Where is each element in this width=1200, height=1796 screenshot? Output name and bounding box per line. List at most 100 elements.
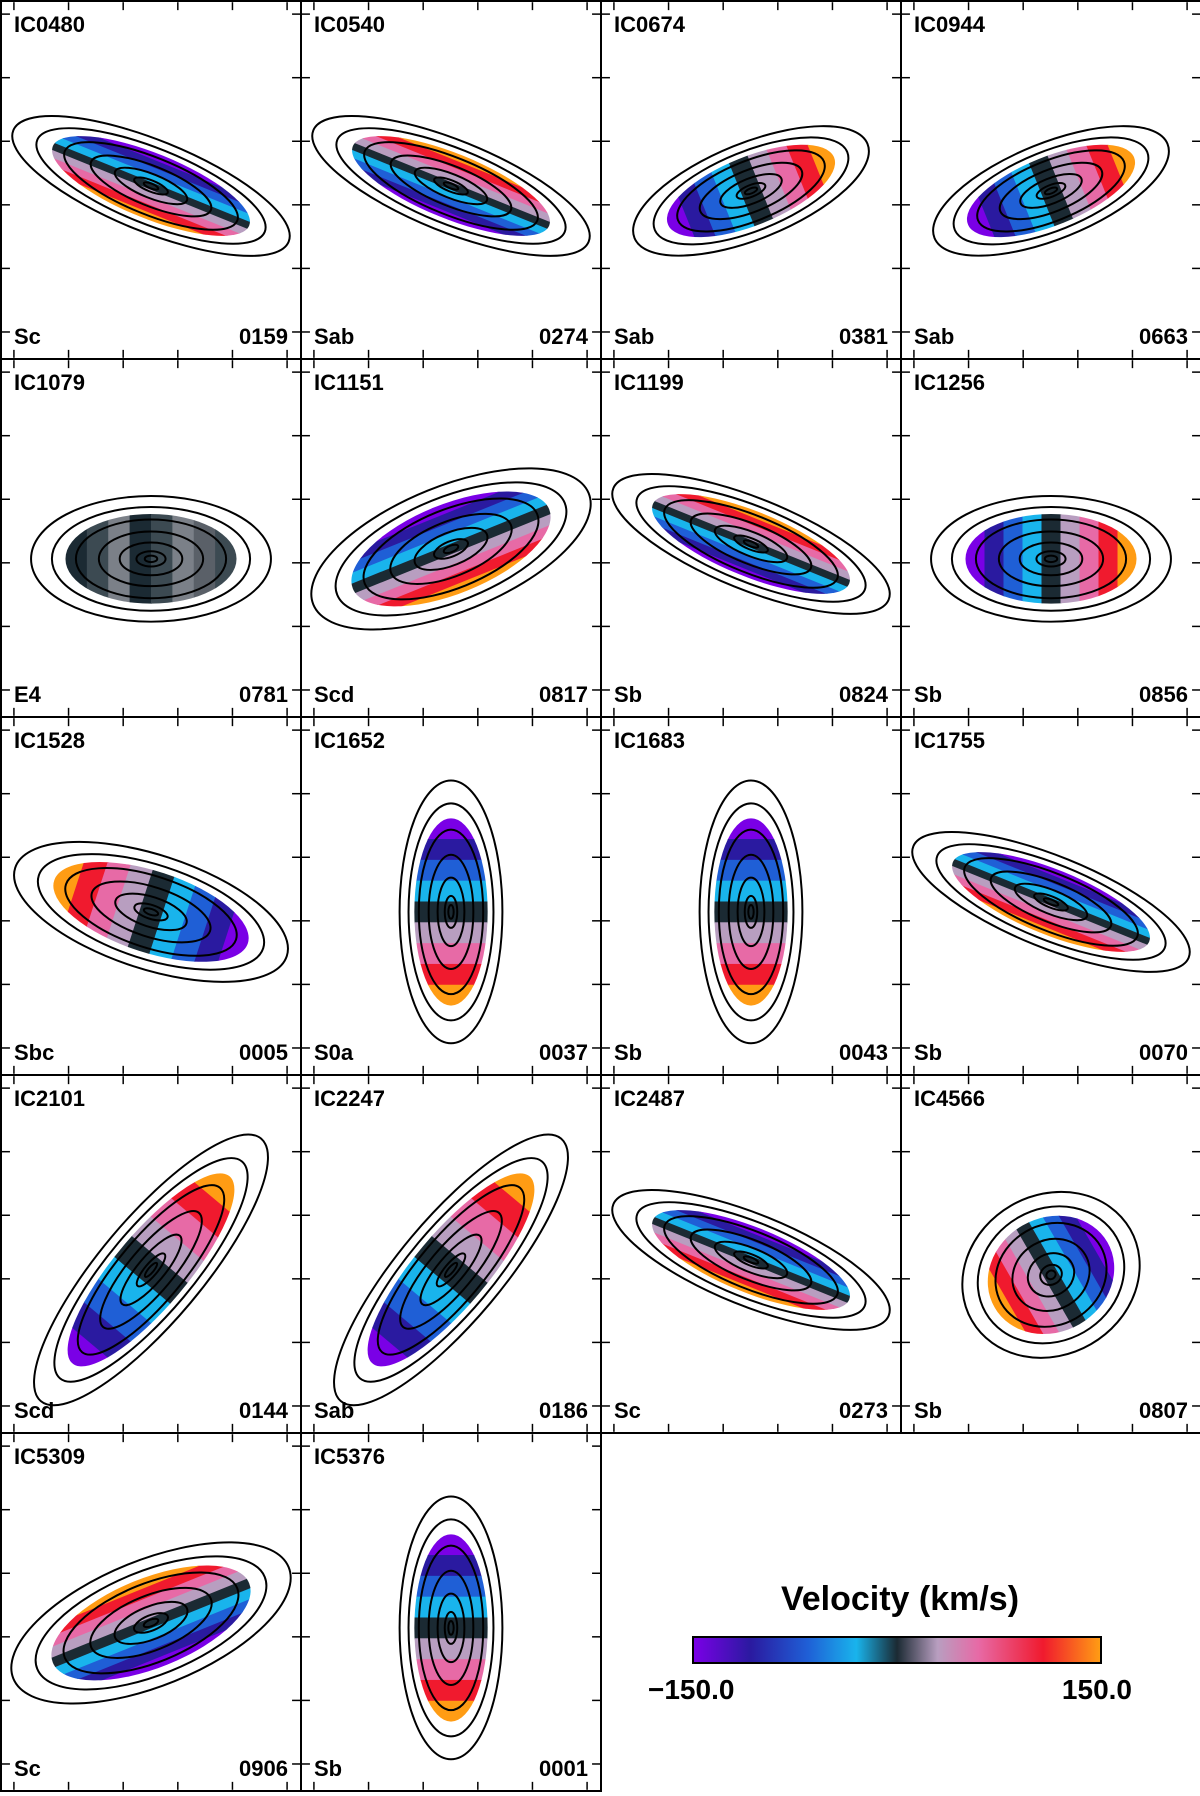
hubble-type: Sb (914, 1398, 943, 1423)
velocity-map (602, 2, 900, 358)
axis-ticks (902, 718, 1200, 1074)
hubble-type: Sbc (14, 1040, 55, 1065)
hubble-type: Scd (14, 1398, 55, 1423)
flux-contours (398, 1495, 504, 1761)
axis-ticks (302, 718, 600, 1074)
hubble-type: Scd (314, 682, 355, 707)
galaxy-id-number: 0906 (239, 1756, 288, 1781)
velocity-field (940, 832, 1162, 972)
velocity-map (302, 1076, 600, 1432)
velocity-field (344, 1152, 558, 1388)
velocity-map (2, 360, 300, 716)
hubble-type: Sb (914, 1040, 943, 1065)
velocity-map (302, 718, 600, 1074)
galaxy-panel: IC1199 Sb 0824 (600, 358, 902, 718)
velocity-map (2, 1434, 300, 1790)
velocity-field (65, 514, 237, 604)
galaxy-name: IC0540 (314, 12, 385, 37)
velocity-field (640, 474, 862, 614)
flux-contours (30, 495, 272, 623)
galaxy-id-number: 0037 (539, 1040, 588, 1065)
galaxy-panel: IC1256 Sb 0856 (900, 358, 1200, 718)
galaxy-panel: IC0480 Sc 0159 (0, 0, 302, 360)
velocity-map (302, 360, 600, 716)
velocity-map (2, 2, 300, 358)
axis-ticks (302, 1076, 600, 1432)
flux-contours (310, 467, 592, 631)
velocity-map (602, 360, 900, 716)
galaxy-id-number: 0824 (839, 682, 888, 707)
galaxy-name: IC1256 (914, 370, 985, 395)
galaxy-panel: IC5309 Sc 0906 (0, 1432, 302, 1792)
velocity-map (902, 2, 1200, 358)
axis-ticks (2, 718, 300, 1074)
flux-contours (961, 1190, 1141, 1359)
flux-contours (611, 473, 891, 615)
galaxy-name: IC0944 (914, 12, 985, 37)
velocity-field (41, 841, 261, 983)
velocity-map (902, 1076, 1200, 1432)
galaxy-panel: IC0944 Sab 0663 (900, 0, 1200, 360)
galaxy-panel: IC1683 Sb 0043 (600, 716, 902, 1076)
flux-contours (932, 125, 1170, 257)
galaxy-panel: IC2247 Sab 0186 (300, 1074, 602, 1434)
galaxy-panel: IC4566 Sb 0807 (900, 1074, 1200, 1434)
galaxy-panel: IC1652 S0a 0037 (300, 716, 602, 1076)
velocity-map (602, 718, 900, 1074)
hubble-type: Sab (914, 324, 955, 349)
hubble-type: Sb (314, 1756, 343, 1781)
galaxy-id-number: 0273 (839, 1398, 888, 1423)
velocity-map (902, 718, 1200, 1074)
galaxy-name: IC1151 (314, 370, 384, 395)
colorbar-max-label: 150.0 (1061, 1674, 1132, 1705)
hubble-type: Sb (614, 1040, 643, 1065)
velocity-map (2, 1076, 300, 1432)
velocity-field (640, 1190, 862, 1330)
flux-contours (698, 779, 804, 1045)
velocity-map (902, 360, 1200, 716)
hubble-type: Sc (14, 1756, 41, 1781)
galaxy-panel: IC1755 Sb 0070 (900, 716, 1200, 1076)
galaxy-id-number: 0817 (539, 682, 588, 707)
axis-ticks (2, 2, 300, 358)
axis-ticks (602, 718, 900, 1074)
galaxy-id-number: 0856 (1139, 682, 1188, 707)
flux-contours (33, 1133, 269, 1407)
galaxy-id-number: 0144 (239, 1398, 288, 1423)
flux-contours (333, 1133, 569, 1407)
galaxy-id-number: 0186 (539, 1398, 588, 1423)
colorbar-gradient (692, 1636, 1102, 1664)
velocity-field (965, 514, 1137, 604)
galaxy-name: IC2101 (14, 1086, 85, 1111)
hubble-type: S0a (314, 1040, 354, 1065)
velocity-map (302, 1434, 600, 1790)
axis-ticks (2, 1434, 300, 1790)
colorbar-min-label: −150.0 (648, 1674, 735, 1705)
velocity-field (44, 1152, 258, 1388)
axis-ticks (302, 2, 600, 358)
axis-ticks (302, 1434, 600, 1790)
galaxy-name: IC1199 (614, 370, 684, 395)
velocity-map (302, 2, 600, 358)
galaxy-name: IC1755 (914, 728, 985, 753)
galaxy-id-number: 0381 (839, 324, 888, 349)
galaxy-name: IC1683 (614, 728, 685, 753)
galaxy-panel: IC5376 Sb 0001 (300, 1432, 602, 1792)
galaxy-panel: IC1151 Scd 0817 (300, 358, 602, 718)
galaxy-name: IC0480 (14, 12, 85, 37)
axis-ticks (602, 1076, 900, 1432)
galaxy-id-number: 0005 (239, 1040, 288, 1065)
galaxy-name: IC2247 (314, 1086, 385, 1111)
axis-ticks (902, 2, 1200, 358)
galaxy-panel: IC2101 Scd 0144 (0, 1074, 302, 1434)
flux-contours (611, 1189, 891, 1331)
flux-contours (930, 495, 1172, 623)
galaxy-panel: IC0674 Sab 0381 (600, 0, 902, 360)
galaxy-id-number: 0159 (239, 324, 288, 349)
galaxy-id-number: 0807 (1139, 1398, 1188, 1423)
galaxy-id-number: 0070 (1139, 1040, 1188, 1065)
flux-contours (398, 779, 504, 1045)
axis-ticks (302, 360, 600, 716)
hubble-type: E4 (14, 682, 41, 707)
